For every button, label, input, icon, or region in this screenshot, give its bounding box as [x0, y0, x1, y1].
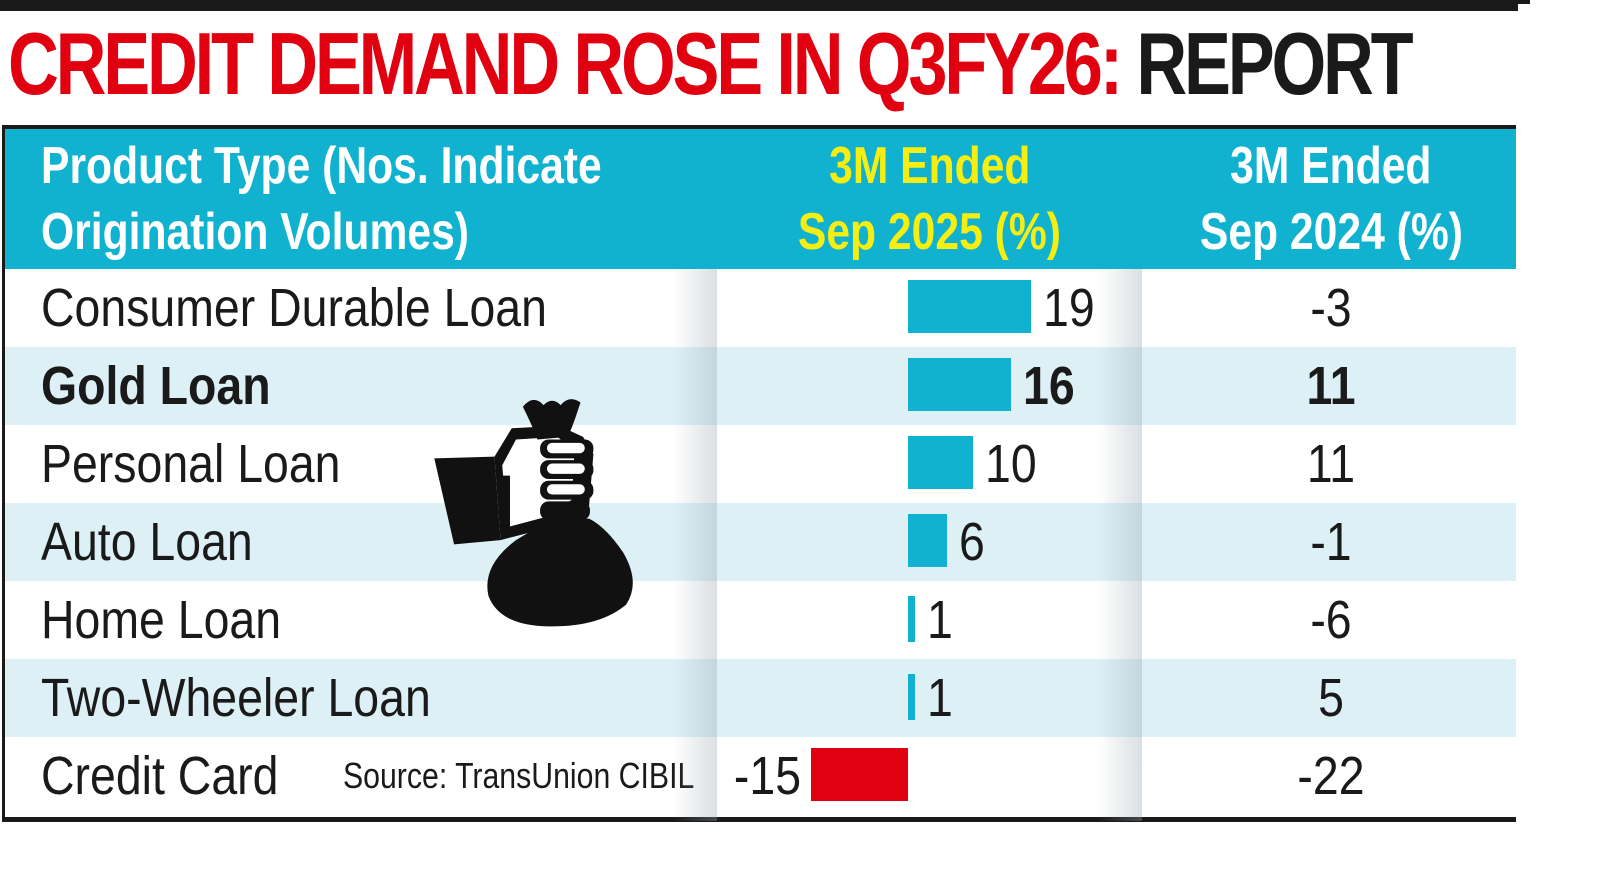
- product-name: Gold Loan: [41, 356, 271, 416]
- value-sep-2024: -1: [1310, 512, 1352, 572]
- value-sep-2025: 1: [927, 590, 953, 650]
- product-name: Personal Loan: [41, 434, 341, 494]
- positive-bar: [908, 436, 973, 489]
- table-row: Auto Loan 6 -1: [5, 503, 1516, 581]
- value-sep-2025: 1: [927, 668, 953, 728]
- value-sep-2025: 19: [1042, 278, 1095, 338]
- table-row: Two-Wheeler Loan 1 5: [5, 659, 1516, 737]
- title-black-part: REPORT: [1119, 14, 1413, 113]
- product-name: Auto Loan: [41, 512, 253, 572]
- value-sep-2025: 6: [958, 512, 985, 572]
- source-note: Source: TransUnion CIBIL: [343, 755, 695, 796]
- value-sep-2024: -6: [1310, 590, 1352, 650]
- positive-bar: [908, 358, 1012, 411]
- title-red-part: CREDIT DEMAND ROSE IN Q3FY26:: [8, 14, 1123, 113]
- value-sep-2024: -22: [1297, 746, 1365, 806]
- header-product-type: Product Type (Nos. Indicate Origination …: [41, 129, 725, 269]
- value-sep-2025: -15: [734, 746, 802, 806]
- table-row: Credit Card -15 -22 Source: TransUnion CIBI…: [5, 737, 1516, 815]
- table-row: Consumer Durable Loan 19 -3: [5, 269, 1516, 347]
- product-name: Home Loan: [41, 590, 282, 650]
- product-name: Two-Wheeler Loan: [41, 668, 431, 728]
- money-bag-in-hand-icon: [434, 399, 633, 627]
- table-header: Product Type (Nos. Indicate Origination …: [5, 129, 1516, 269]
- header-2025-line-2: Sep 2025 (%): [797, 203, 1062, 261]
- value-sep-2024: -3: [1310, 278, 1352, 338]
- header-product-line-2: Origination Volumes): [41, 203, 470, 261]
- header-product-line-1: Product Type (Nos. Indicate: [41, 137, 602, 195]
- top-rule: [0, 0, 1518, 11]
- top-rule-tail: [1518, 0, 1530, 4]
- positive-bar: [908, 674, 915, 720]
- positive-bar: [908, 280, 1031, 333]
- product-name: Credit Card: [41, 746, 279, 806]
- positive-bar: [908, 596, 915, 642]
- value-sep-2025: 10: [984, 434, 1037, 494]
- value-sep-2024: 11: [1306, 434, 1356, 494]
- table-row: Gold Loan 16 11: [5, 347, 1516, 425]
- header-2025-line-1: 3M Ended: [828, 137, 1031, 195]
- value-sep-2024: 11: [1306, 356, 1356, 416]
- table-row: Home Loan 1 -6: [5, 581, 1516, 659]
- table-row: Personal Loan 10 11: [5, 425, 1516, 503]
- header-sep-2025: 3M Ended Sep 2025 (%): [717, 129, 1142, 269]
- header-sep-2024: 3M Ended Sep 2024 (%): [1142, 129, 1520, 269]
- page-title: CREDIT DEMAND ROSE IN Q3FY26: REPORT: [8, 14, 1414, 114]
- value-sep-2025: 16: [1023, 356, 1075, 416]
- negative-bar: [811, 748, 908, 801]
- header-2024-line-2: Sep 2024 (%): [1199, 203, 1463, 261]
- header-2024-line-1: 3M Ended: [1230, 137, 1432, 195]
- value-sep-2024: 5: [1318, 668, 1344, 728]
- data-table: Product Type (Nos. Indicate Origination …: [2, 125, 1516, 822]
- positive-bar: [908, 514, 947, 567]
- product-name: Consumer Durable Loan: [41, 278, 547, 338]
